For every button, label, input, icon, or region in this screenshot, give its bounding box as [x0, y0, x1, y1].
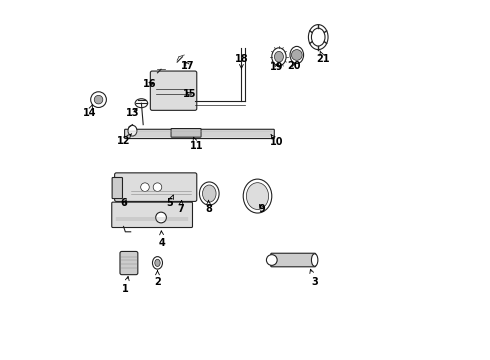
Text: 17: 17 — [181, 61, 195, 71]
Ellipse shape — [308, 24, 328, 50]
Ellipse shape — [135, 99, 147, 108]
Text: 14: 14 — [83, 105, 97, 118]
FancyBboxPatch shape — [150, 71, 197, 111]
FancyBboxPatch shape — [112, 202, 193, 228]
Ellipse shape — [243, 179, 272, 213]
Text: 13: 13 — [126, 108, 139, 118]
Ellipse shape — [312, 28, 325, 46]
FancyBboxPatch shape — [120, 251, 138, 275]
Text: 21: 21 — [316, 51, 330, 64]
Text: 11: 11 — [190, 137, 203, 151]
Ellipse shape — [155, 259, 160, 266]
Ellipse shape — [312, 254, 318, 266]
Text: 12: 12 — [117, 134, 132, 147]
Circle shape — [292, 50, 302, 60]
Text: 6: 6 — [120, 198, 127, 208]
Ellipse shape — [199, 182, 219, 205]
Text: 5: 5 — [167, 195, 173, 208]
Ellipse shape — [246, 183, 269, 210]
Text: 9: 9 — [259, 203, 266, 213]
Circle shape — [156, 212, 167, 223]
Circle shape — [94, 95, 103, 104]
Circle shape — [141, 183, 149, 192]
Text: 10: 10 — [270, 135, 284, 148]
Text: 20: 20 — [288, 61, 301, 71]
Ellipse shape — [128, 125, 137, 136]
Text: 7: 7 — [177, 201, 184, 213]
Text: 8: 8 — [205, 201, 212, 213]
Text: 18: 18 — [235, 54, 248, 69]
Text: 1: 1 — [122, 276, 129, 294]
FancyBboxPatch shape — [171, 129, 201, 137]
FancyBboxPatch shape — [115, 173, 197, 202]
Ellipse shape — [290, 46, 304, 64]
Ellipse shape — [177, 189, 188, 201]
Text: 2: 2 — [154, 271, 161, 287]
Text: 3: 3 — [310, 269, 318, 287]
Circle shape — [153, 183, 162, 192]
Circle shape — [267, 255, 277, 265]
Circle shape — [91, 92, 106, 108]
FancyBboxPatch shape — [124, 129, 274, 139]
FancyBboxPatch shape — [270, 253, 316, 267]
Text: 4: 4 — [159, 231, 166, 248]
FancyBboxPatch shape — [169, 186, 181, 195]
Ellipse shape — [272, 48, 286, 66]
Text: 15: 15 — [183, 89, 196, 99]
Text: 16: 16 — [143, 79, 156, 89]
Text: 19: 19 — [270, 63, 284, 72]
FancyBboxPatch shape — [112, 177, 122, 199]
Ellipse shape — [152, 257, 163, 269]
Ellipse shape — [274, 51, 283, 62]
Ellipse shape — [202, 185, 216, 202]
